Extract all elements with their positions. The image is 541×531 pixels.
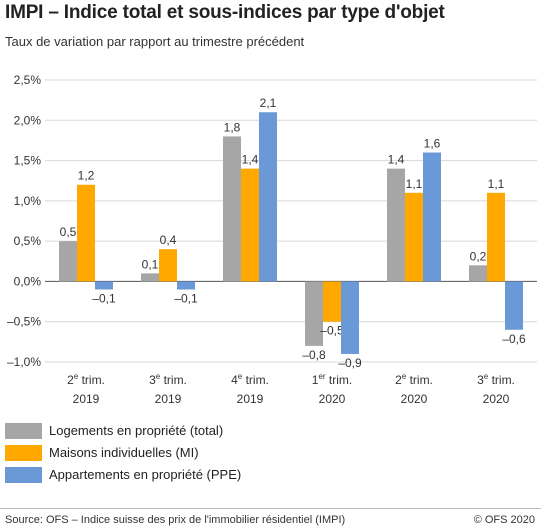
x-tick-year: 2020: [401, 392, 428, 406]
data-label: –0,5: [320, 324, 344, 338]
legend-label-mi: Maisons individuelles (MI): [49, 445, 199, 460]
y-tick-label: 1,0%: [14, 194, 42, 208]
data-label: 1,1: [406, 177, 423, 191]
y-tick-label: 0,0%: [14, 274, 42, 288]
bar: [259, 112, 277, 282]
x-tick-year: 2019: [237, 392, 264, 406]
bar: [305, 281, 323, 346]
data-label: 1,1: [488, 177, 505, 191]
data-label: 1,6: [424, 137, 441, 151]
bar: [405, 192, 423, 282]
bar: [59, 241, 77, 282]
data-label: 0,1: [142, 257, 159, 271]
bar: [387, 168, 405, 282]
x-tick-label: 1er trim.: [312, 372, 352, 387]
x-tick-year: 2020: [319, 392, 346, 406]
legend-label-ppe: Appartements en propriété (PPE): [49, 467, 242, 482]
legend-label-total: Logements en propriété (total): [49, 423, 224, 438]
bar: [177, 281, 195, 290]
data-label: –0,6: [502, 332, 526, 346]
bar: [323, 281, 341, 322]
bar: [77, 184, 95, 282]
x-tick-label: 3e trim.: [149, 372, 187, 387]
footer-divider: [0, 508, 541, 509]
data-label: –0,9: [338, 356, 362, 370]
bar-chart: 2,5% 2,0% 1,5% 1,0% 0,5% 0,0% –0,5% –1,0% 0,5 0,1…: [7, 73, 537, 406]
x-tick-label: 4e trim.: [231, 372, 269, 387]
data-label: 1,8: [224, 120, 241, 134]
bar: [487, 192, 505, 282]
data-label: –0,1: [92, 291, 116, 305]
data-label: 1,2: [78, 169, 95, 183]
x-tick-year: 2020: [483, 392, 510, 406]
data-label: –0,8: [302, 348, 326, 362]
x-tick-year: 2019: [73, 392, 100, 406]
bar: [159, 249, 177, 282]
data-label: 1,4: [242, 153, 259, 167]
bar: [469, 265, 487, 282]
bar: [223, 136, 241, 282]
x-tick-label: 2e trim.: [67, 372, 105, 387]
legend-swatch-ppe: [5, 467, 42, 483]
x-tick-year: 2019: [155, 392, 182, 406]
y-tick-label: 1,5%: [14, 154, 42, 168]
bar: [141, 273, 159, 282]
bar: [423, 152, 441, 282]
y-tick-label: –1,0%: [7, 355, 41, 369]
chart-title: IMPI – Indice total et sous-indices par …: [5, 2, 445, 23]
chart-subtitle: Taux de variation par rapport au trimest…: [5, 34, 305, 49]
data-label: 0,4: [160, 233, 177, 247]
data-label: 2,1: [260, 96, 277, 110]
data-label: –0,1: [174, 291, 198, 305]
y-tick-label: 2,0%: [14, 113, 42, 127]
bar: [341, 281, 359, 354]
y-tick-label: –0,5%: [7, 315, 41, 329]
data-label: 1,4: [388, 153, 405, 167]
x-tick-label: 2e trim.: [395, 372, 433, 387]
legend-swatch-total: [5, 423, 42, 439]
data-label: 0,2: [470, 249, 487, 263]
x-tick-label: 3e trim.: [477, 372, 515, 387]
copyright: © OFS 2020: [473, 514, 535, 526]
legend-swatch-mi: [5, 445, 42, 461]
source-note: Source: OFS – Indice suisse des prix de …: [5, 514, 346, 526]
y-tick-label: 0,5%: [14, 234, 42, 248]
y-tick-label: 2,5%: [14, 73, 42, 87]
data-label: 0,5: [60, 225, 77, 239]
bar: [241, 168, 259, 282]
bar: [95, 281, 113, 290]
bar: [505, 281, 523, 330]
